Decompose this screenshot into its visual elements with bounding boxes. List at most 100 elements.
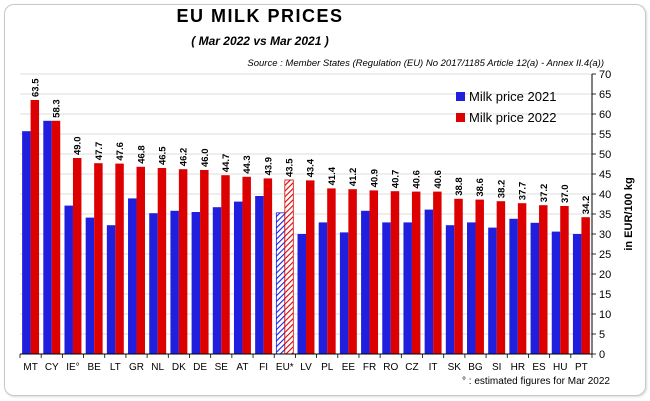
x-tick-label: NL — [151, 362, 164, 373]
x-tick-label: MT — [23, 362, 37, 373]
bar-2022-sk — [454, 198, 463, 354]
y-tick-label: 0 — [599, 349, 605, 361]
data-label-2022: 43.5 — [285, 158, 296, 177]
x-tick-label: CZ — [405, 362, 418, 373]
x-tick-label: GR — [129, 362, 144, 373]
bar-2022-se — [221, 175, 230, 354]
data-label-2022: 40.6 — [433, 170, 444, 189]
bar-2021-pl — [318, 222, 328, 354]
y-axis: 0 5 10 15 20 25 30 35 40 45 50 55 60 65 70 — [591, 69, 611, 361]
data-label-2022: 34.2 — [581, 196, 592, 215]
x-tick-label: AT — [236, 362, 248, 373]
legend-swatch — [456, 113, 465, 122]
y-tick-label: 25 — [599, 249, 611, 261]
bar-2021-mt — [22, 131, 31, 354]
bars — [22, 100, 590, 355]
x-tick-label: HU — [553, 362, 567, 373]
bar-2022-gr — [136, 166, 145, 354]
bar-2021-fi — [255, 196, 264, 354]
bar-2021-be — [85, 217, 95, 354]
legend: Milk price 2021 Milk price 2022 — [456, 89, 556, 125]
data-label-2022: 40.6 — [412, 170, 423, 189]
y-tick-label: 15 — [599, 289, 611, 301]
data-label-2022: 47.7 — [94, 142, 105, 161]
y-tick-label: 65 — [599, 89, 611, 101]
data-label-2022: 63.5 — [30, 78, 41, 97]
data-label-2022: 46.8 — [136, 145, 147, 164]
bar-2021-nl — [149, 213, 158, 354]
y-tick-label: 20 — [599, 269, 611, 281]
data-label-2022: 58.3 — [52, 99, 63, 118]
chart-title: EU MILK PRICES — [176, 6, 344, 26]
bar-2022-pt — [581, 217, 590, 354]
data-label-2022: 37.0 — [560, 185, 571, 204]
y-tick-label: 45 — [599, 169, 611, 181]
y-tick-label: 70 — [599, 69, 611, 81]
data-label-2022: 38.8 — [454, 177, 465, 196]
bar-2022-it — [433, 191, 442, 354]
data-label-2022: 46.5 — [157, 146, 168, 165]
bar-2022-fi — [263, 178, 273, 354]
bar-2021-sk — [445, 225, 455, 354]
bar-2021-gr — [128, 198, 137, 354]
data-label-2022: 40.9 — [369, 169, 380, 188]
bar-2021-ie — [64, 205, 73, 354]
x-tick-label: HR — [511, 362, 525, 373]
x-tick-label: IE° — [66, 362, 79, 373]
bar-2022-si — [496, 201, 506, 354]
data-label-2022: 37.2 — [539, 184, 550, 203]
x-tick-label: PL — [321, 362, 334, 373]
bar-2021-es — [530, 222, 540, 354]
x-tick-label: BG — [468, 362, 483, 373]
x-tick-label: FR — [363, 362, 376, 373]
bar-2021-de — [191, 212, 201, 354]
x-tick-label: DE — [193, 362, 207, 373]
data-label-2022: 41.2 — [348, 168, 359, 187]
x-tick-label: EU* — [276, 362, 294, 373]
bar-2022-nl — [157, 168, 167, 354]
y-tick-label: 5 — [599, 329, 605, 341]
y-tick-label: 10 — [599, 309, 611, 321]
x-tick-label: CY — [45, 362, 59, 373]
chart-source: Source : Member States (Regulation (EU) … — [247, 58, 604, 69]
data-label-2022: 44.3 — [242, 155, 253, 174]
bar-2022-hr — [517, 203, 527, 354]
bar-2022-pl — [327, 188, 336, 354]
bar-2022-dk — [178, 169, 188, 354]
bar-2021-si — [488, 227, 497, 354]
bar-2022-ee — [348, 189, 357, 354]
y-tick-label: 50 — [599, 149, 611, 161]
data-label-2022: 41.4 — [327, 166, 338, 185]
bar-2021-it — [424, 209, 434, 354]
bar-2022-lv — [306, 180, 315, 354]
bar-2021-pt — [572, 234, 582, 354]
bar-2021-bg — [467, 222, 476, 354]
chart-subtitle: ( Mar 2022 vs Mar 2021 ) — [191, 34, 329, 48]
bar-2022-at — [242, 176, 251, 354]
x-tick-label: PT — [575, 362, 588, 373]
bar-2021-hr — [509, 218, 518, 354]
x-tick-label: SK — [448, 362, 462, 373]
bar-2022-cz — [411, 191, 421, 354]
x-tick-label: LV — [300, 362, 312, 373]
data-label-2022: 37.7 — [518, 182, 529, 201]
bar-2021-lt — [106, 225, 116, 354]
x-tick-label: LT — [110, 362, 121, 373]
x-tick-label: ES — [532, 362, 546, 373]
bar-2021-cy — [43, 120, 52, 354]
data-labels: 63.5 58.3 49.0 47.7 47.6 46.8 46.5 46.2 46.0 44.7… — [30, 78, 592, 214]
data-label-2022: 49.0 — [73, 137, 84, 156]
y-tick-label: 55 — [599, 129, 611, 141]
bar-2022-cy — [51, 120, 61, 354]
bar-2021-fr — [361, 210, 370, 354]
bar-2021-eu — [275, 212, 286, 355]
bar-2022-ie — [72, 158, 82, 354]
x-tick-label: IT — [429, 362, 438, 373]
y-tick-label: 40 — [599, 189, 611, 201]
bar-2022-ro — [390, 191, 400, 354]
bar-2022-bg — [475, 199, 484, 354]
data-label-2022: 46.0 — [200, 149, 211, 168]
x-tick-label: EE — [342, 362, 356, 373]
x-tick-label: BE — [87, 362, 101, 373]
